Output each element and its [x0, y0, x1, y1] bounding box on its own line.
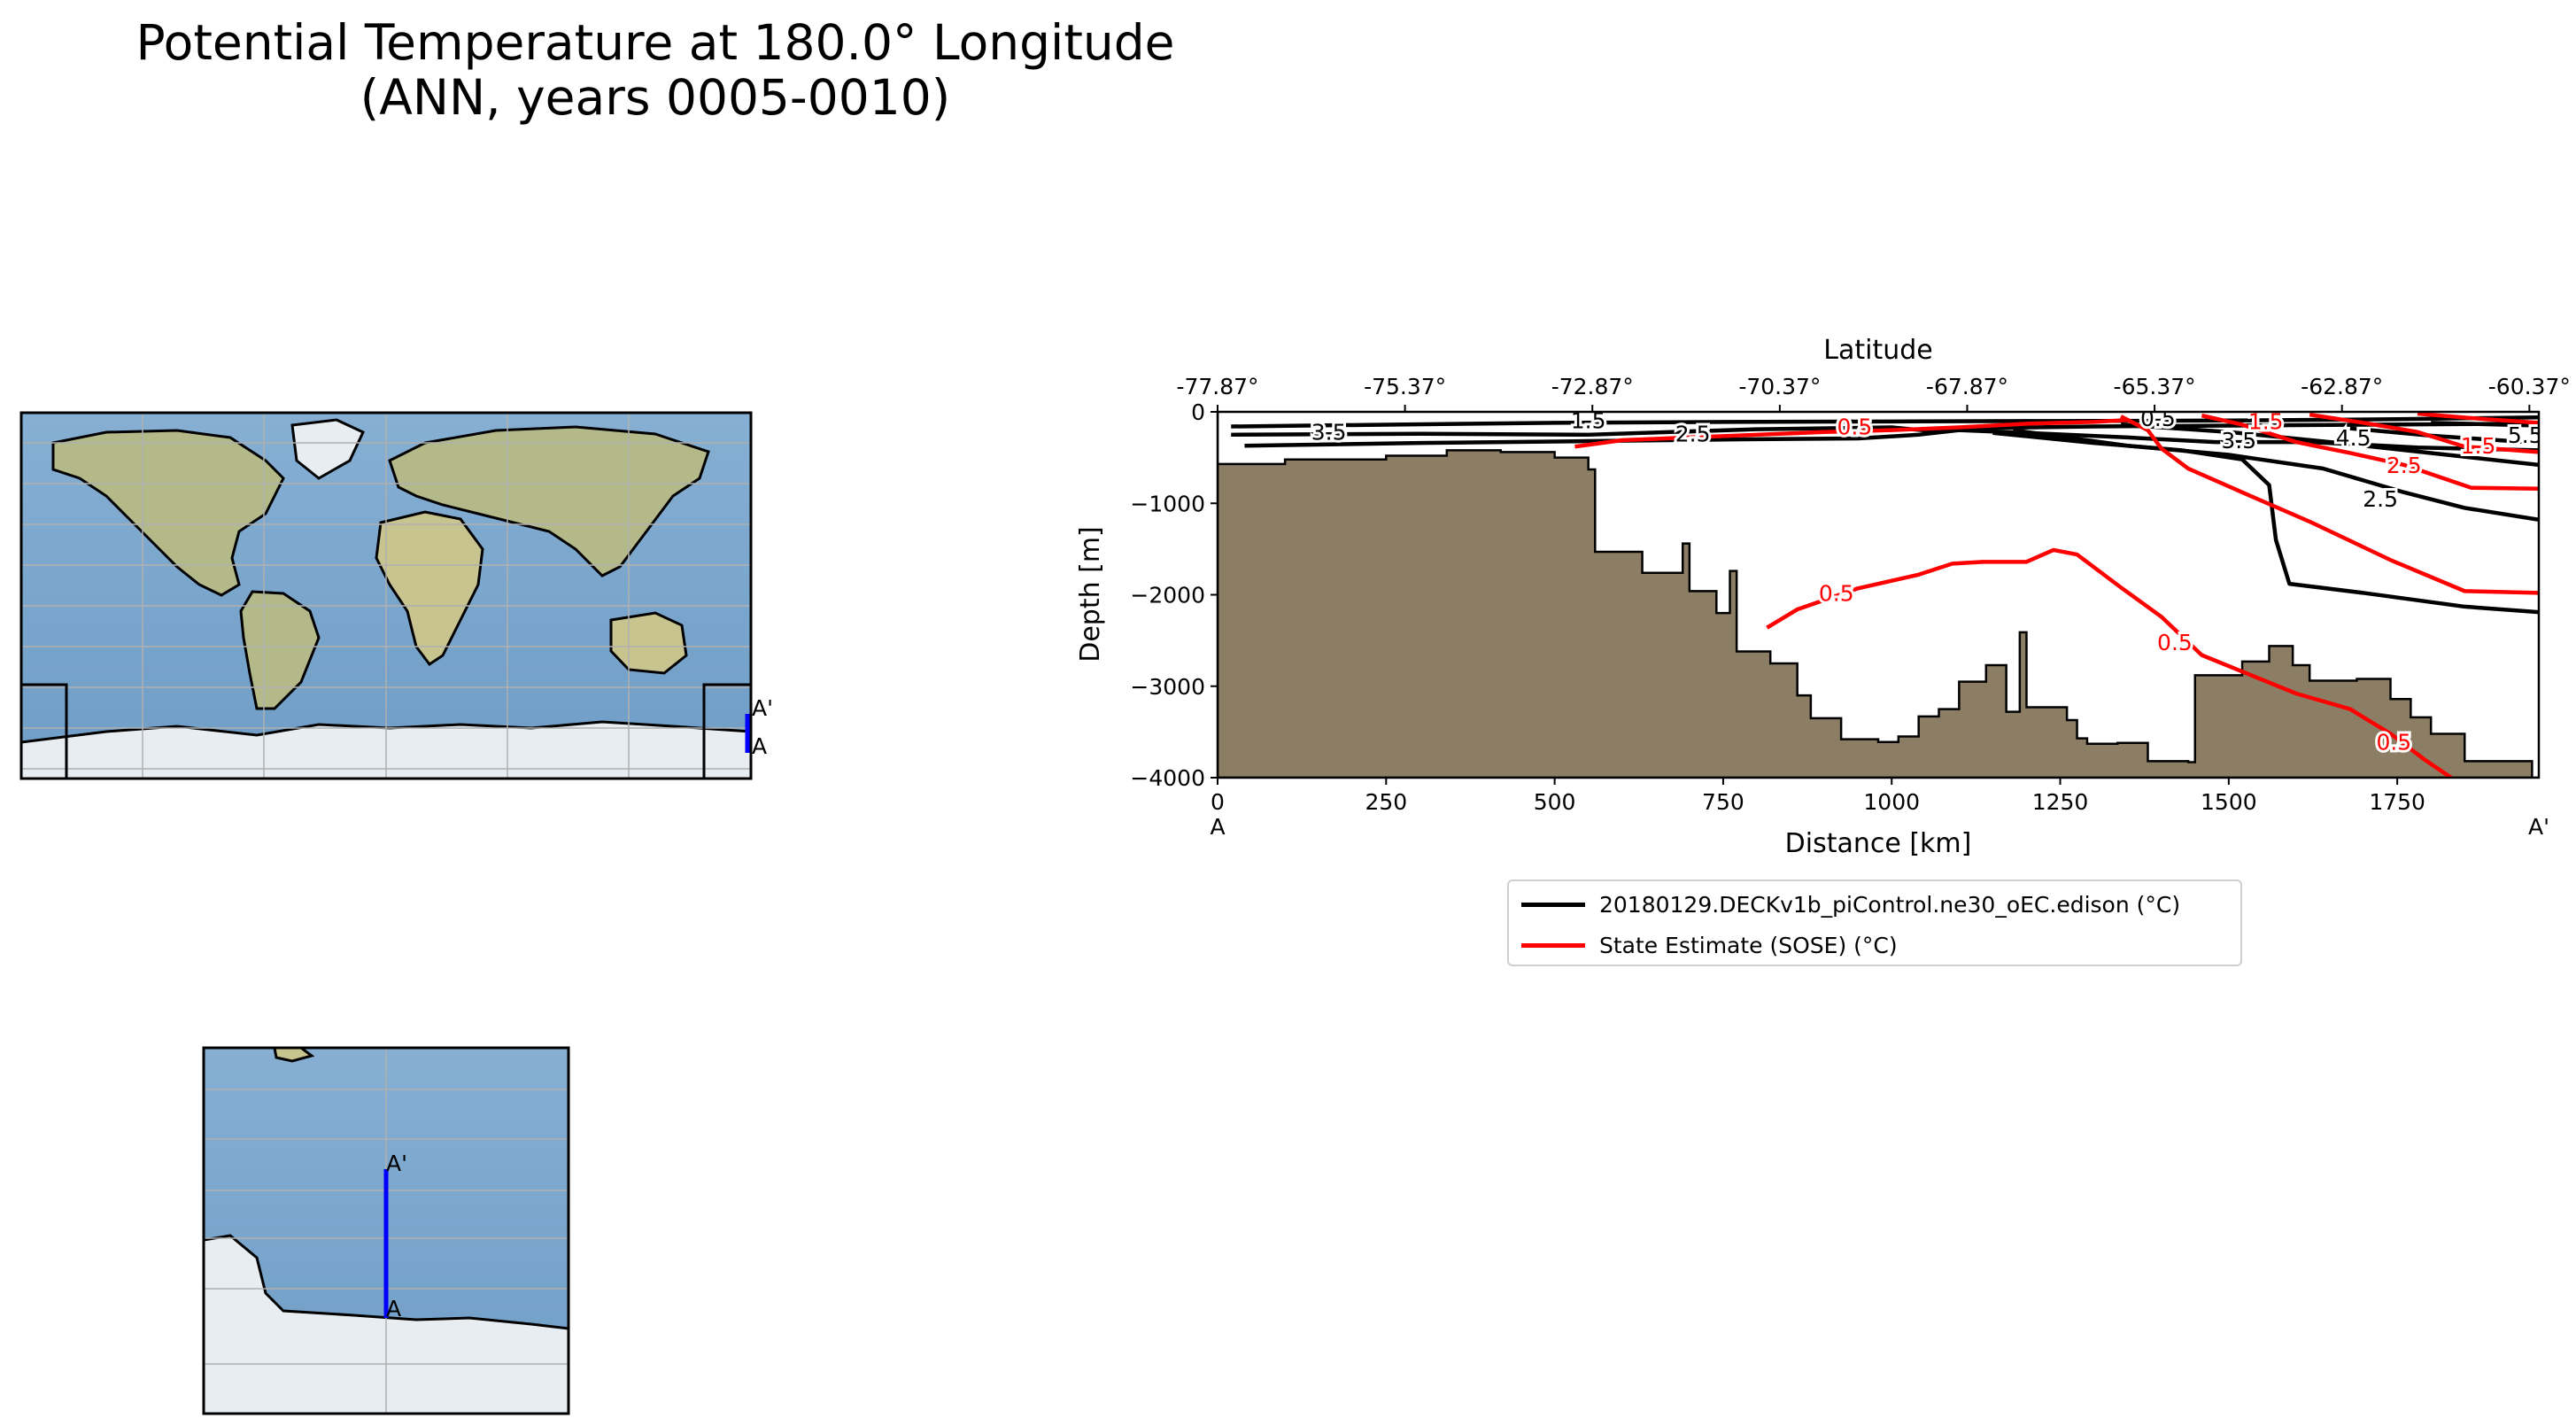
legend-label-obs: State Estimate (SOSE) (°C): [1599, 932, 1898, 958]
model-contour-2: [1244, 428, 2539, 453]
obs-contour-4: [2309, 412, 2539, 454]
legend-swatch-model: [1521, 902, 1585, 907]
legend: 20180129.DECKv1b_piControl.ne30_oEC.edis…: [1507, 880, 2242, 966]
x-tick-label-2: 500: [1534, 789, 1576, 815]
y-tick-label-4: −4000: [1130, 765, 1205, 791]
bathymetry-fill: [1218, 412, 2539, 778]
contour-label-8: 0.5: [1837, 415, 1872, 440]
global-map-inset-extent-left: [21, 683, 68, 779]
model-contour-7: [2431, 421, 2539, 428]
contour-label-14: 1.5: [2461, 433, 2496, 459]
y-tick-label-0: 0: [1191, 399, 1205, 425]
contour-label-10: 0.5: [2157, 630, 2193, 655]
obs-contour-3: [2201, 413, 2539, 491]
inset-map-frame: [202, 1046, 570, 1415]
global-map-australia: [609, 611, 688, 675]
contour-label-2: 1.5: [1571, 407, 1606, 433]
top-tick-label-1: -75.37°: [1364, 374, 1446, 399]
contour-label-4: 3.5: [2221, 428, 2256, 453]
y-axis-ticks: 0 −1000 −2000 −3000 −4000: [1130, 399, 1218, 791]
global-map-frame: [19, 411, 753, 780]
legend-entry-model: 20180129.DECKv1b_piControl.ne30_oEC.edis…: [1521, 887, 2180, 922]
contour-label-11: 0.5: [2376, 730, 2411, 756]
global-map: [21, 413, 751, 779]
legend-swatch-obs: [1521, 942, 1585, 948]
y-tick-label-2: −2000: [1130, 583, 1205, 608]
global-map-greenland: [290, 418, 365, 480]
inset-map-island: [273, 1048, 315, 1063]
obs-contour-0: [1574, 418, 2128, 449]
global-map-inset-extent-right: [702, 683, 751, 779]
contour-label-5: 4.5: [2336, 425, 2371, 451]
contour-label-1: 2.5: [1675, 421, 1711, 446]
legend-label-model: 20180129.DECKv1b_piControl.ne30_oEC.edis…: [1599, 891, 2181, 918]
x-axis-label: Distance [km]: [1785, 828, 1972, 859]
obs-contour-5: [2417, 412, 2539, 425]
x-tick-label-5: 1250: [2032, 789, 2089, 815]
top-tick-label-7: -60.37°: [2488, 374, 2571, 399]
contour-label-3: 2.5: [2363, 486, 2398, 512]
inset-map-label-end: A': [386, 1151, 407, 1176]
global-map-label-end: A': [752, 695, 773, 721]
y-axis-label: Depth [m]: [1075, 526, 1106, 663]
legend-entry-obs: State Estimate (SOSE) (°C): [1521, 927, 1898, 963]
x-tick-label-3: 750: [1702, 789, 1744, 815]
top-tick-label-3: -70.37°: [1738, 374, 1821, 399]
global-map-gridlines: [21, 413, 751, 779]
contour-labels: 3.5 2.5 1.5 2.5 3.5 4.5 5.5 0.5 0.5 0.5 0.5 0.5 2.5 1…: [1309, 406, 2543, 758]
x-tick-label-1: 250: [1365, 789, 1407, 815]
top-tick-label-2: -72.87°: [1551, 374, 1634, 399]
obs-contour-2: [2120, 415, 2539, 595]
figure-title-line-1: Potential Temperature at 180.0° Longitud…: [135, 14, 1175, 71]
figure-title-line-2: (ANN, years 0005-0010): [360, 69, 951, 126]
section-endpoint-end: A': [2528, 814, 2549, 840]
global-map-north-america: [51, 429, 285, 597]
x-axis-ticks: 0 250 500 750 1000 1250 1500 1750: [1211, 778, 2425, 815]
top-axis-label: Latitude: [1823, 335, 1932, 366]
x-tick-label-6: 1500: [2201, 789, 2257, 815]
x-tick-label-0: 0: [1211, 789, 1225, 815]
section-plot: 3.5 2.5 1.5 2.5 3.5 4.5 5.5 0.5 0.5 0.5 0.5 0.5 2.5 1…: [1075, 335, 2571, 859]
contour-label-7: 0.5: [2140, 406, 2176, 431]
contour-label-9: 0.5: [1819, 580, 1854, 606]
contour-label-6: 5.5: [2508, 422, 2543, 448]
x-tick-label-7: 1750: [2369, 789, 2425, 815]
contour-label-0: 3.5: [1311, 420, 1347, 446]
obs-contour-1: [1766, 547, 2453, 778]
global-map-africa: [375, 510, 484, 667]
obs-contours: [1574, 412, 2539, 778]
contour-label-13: 1.5: [2248, 408, 2284, 434]
top-tick-label-4: -67.87°: [1926, 374, 2008, 399]
global-map-label-start: A: [752, 733, 767, 759]
model-contour-1: [1231, 422, 2539, 438]
top-axis-ticks: -77.87° -75.37° -72.87° -70.37° -67.87° -65.3…: [1176, 374, 2571, 412]
y-tick-label-3: −3000: [1130, 674, 1205, 700]
model-contour-5: [2120, 422, 2539, 468]
contour-label-12: 2.5: [2386, 453, 2422, 478]
model-contour-4: [2012, 428, 2539, 523]
inset-map-label-start: A: [386, 1296, 401, 1321]
y-tick-label-1: −1000: [1130, 491, 1205, 516]
inset-map: [204, 1048, 569, 1414]
top-tick-label-5: -65.37°: [2114, 374, 2196, 399]
section-endpoint-start: A: [1210, 814, 1225, 840]
top-tick-label-0: -77.87°: [1176, 374, 1258, 399]
top-tick-label-6: -62.87°: [2301, 374, 2383, 399]
x-tick-label-4: 1000: [1863, 789, 1920, 815]
